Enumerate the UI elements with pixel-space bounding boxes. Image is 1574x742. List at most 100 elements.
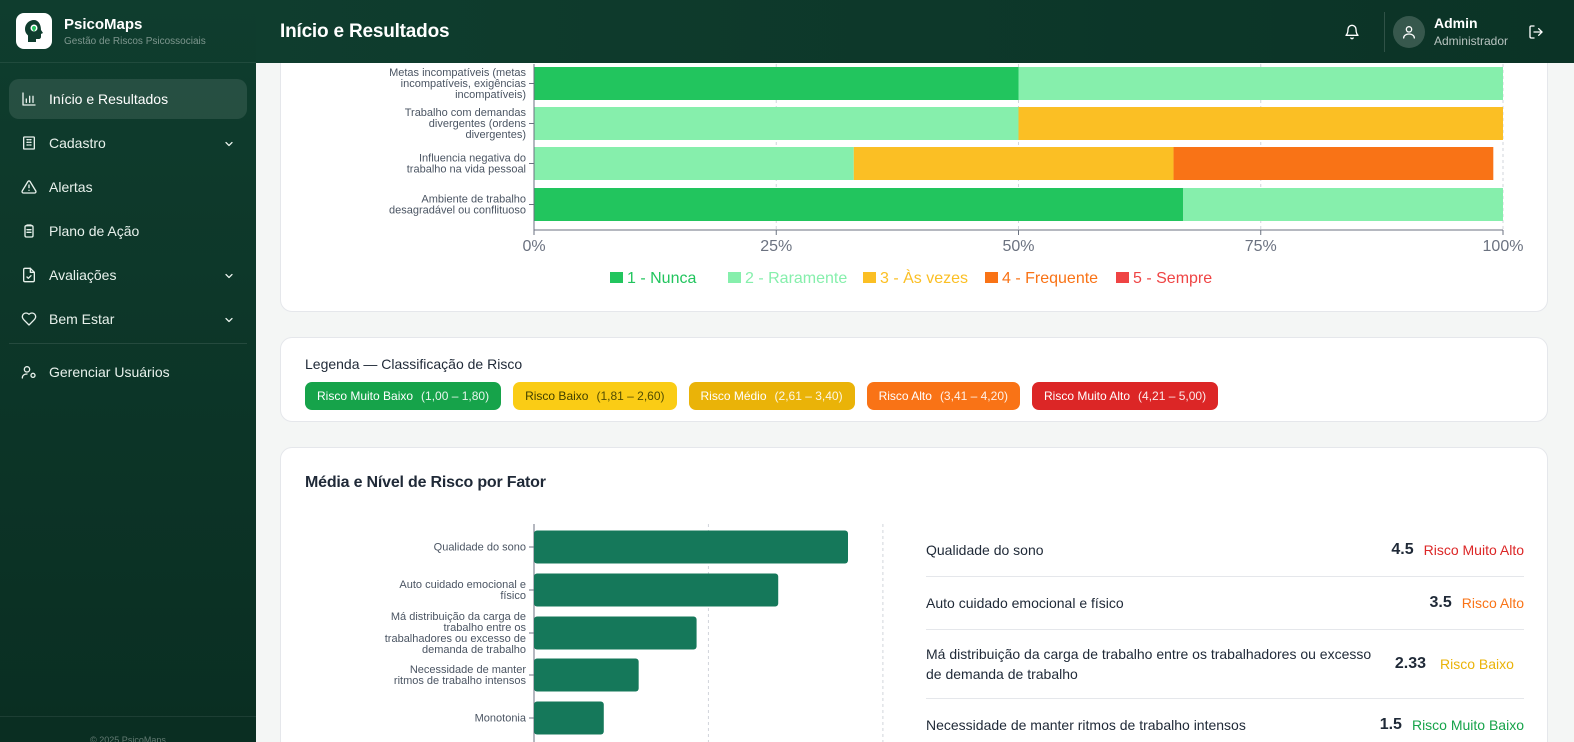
- factor-name: Auto cuidado emocional e físico: [926, 595, 1124, 611]
- chevron-down-icon[interactable]: [223, 269, 235, 281]
- psicomaps-logo: [16, 13, 52, 49]
- factor-risk-level: Risco Muito Alto: [1423, 542, 1524, 558]
- file-check-icon: [23, 267, 35, 283]
- risk-badge: Risco Médio (2,61 – 3,40): [688, 382, 855, 410]
- sidebar-footer: © 2025 PsicoMaps: [0, 716, 256, 742]
- category-label: Trabalho com demandas: [405, 107, 527, 119]
- sidebar-item-icon: [21, 135, 37, 151]
- factor-bar[interactable]: [534, 573, 779, 607]
- brand[interactable]: PsicoMaps Gestão de Riscos Psicossociais: [0, 0, 256, 63]
- stacked-bar-segment[interactable]: [1018, 107, 1504, 140]
- factor-ranking-row: Auto cuidado emocional e físico 3.5 Risco …: [926, 577, 1524, 630]
- sidebar-item-label: Cadastro: [49, 135, 106, 151]
- risk-badge-label: Risco Muito Baixo: [317, 389, 414, 403]
- factor-category-label: Má distribuição da carga de: [391, 611, 526, 623]
- factor-bar[interactable]: [534, 658, 639, 692]
- sidebar-item-icon: [21, 91, 37, 107]
- x-tick-label: 25%: [760, 238, 792, 255]
- risk-badge-range: (2,61 – 3,40): [774, 389, 843, 403]
- sidebar-item-icon: [21, 311, 37, 327]
- category-label: desagradável ou conflituoso: [389, 205, 526, 217]
- risk-badges: Risco Muito Baixo (1,00 – 1,80) Risco Baix…: [305, 382, 1230, 410]
- x-tick-label: 50%: [1002, 238, 1034, 255]
- stacked-bar-segment[interactable]: [534, 107, 1019, 140]
- stacked-bar-segment[interactable]: [1173, 147, 1494, 180]
- avatar: [1392, 15, 1425, 48]
- sidebar-item-avaliacoes[interactable]: Avaliações: [9, 255, 247, 295]
- risk-badge: Risco Muito Baixo (1,00 – 1,80): [305, 382, 502, 410]
- sidebar-item-bem-estar[interactable]: Bem Estar: [9, 299, 247, 339]
- stacked-bar-segment[interactable]: [1183, 188, 1503, 221]
- legend-item[interactable]: 1 - Nunca: [610, 270, 696, 287]
- building-icon: [23, 136, 35, 150]
- chevron-down-icon: [225, 317, 233, 323]
- factor-name: Necessidade de manter ritmos de trabalho…: [926, 717, 1246, 733]
- sidebar-item-icon: [21, 223, 37, 239]
- chevron-down-icon: [225, 273, 233, 279]
- main-content[interactable]: Metas incompatíveis (metas incompatíveis,…: [256, 63, 1574, 742]
- legend-item[interactable]: 4 - Frequente: [985, 270, 1098, 287]
- stacked-bar-segment[interactable]: [534, 188, 1184, 221]
- factor-average: 4.5: [1391, 541, 1414, 558]
- stacked-bar-segment[interactable]: [534, 67, 1019, 100]
- bar-chart-icon: [22, 92, 36, 106]
- sidebar-item-label: Gerenciar Usuários: [49, 364, 170, 380]
- category-label: incompatíveis, exigências: [401, 78, 527, 90]
- sidebar-item-icon: [21, 267, 37, 283]
- factor-bar[interactable]: [534, 701, 604, 735]
- risk-badge-label: Risco Alto: [878, 389, 932, 403]
- head-pin-icon: [25, 20, 43, 42]
- user-role: Administrador: [1433, 34, 1508, 48]
- factor-bar-chart: Qualidade do sono Auto cuidado emocional …: [385, 524, 884, 742]
- user-name: Admin: [1433, 15, 1478, 31]
- category-label: Influencia negativa do: [419, 153, 526, 165]
- stacked-bar-segment[interactable]: [534, 147, 854, 180]
- legend-label: 2 - Raramente: [745, 270, 847, 287]
- sidebar-item-plano-de-acao[interactable]: Plano de Ação: [9, 211, 247, 251]
- x-tick-label: 0%: [522, 238, 545, 255]
- legend-label: 5 - Sempre: [1133, 270, 1212, 287]
- risk-badge-range: (1,81 – 2,60): [596, 389, 665, 403]
- chart-legend: 1 - Nunca 2 - Raramente 3 - Às vezes 4 - Fr…: [610, 268, 1212, 287]
- factor-category-label: ritmos de trabalho intensos: [394, 675, 527, 687]
- sidebar-item-inicio-e-resultados[interactable]: Início e Resultados: [9, 79, 247, 119]
- factor-bar[interactable]: [534, 616, 697, 650]
- sidebar-item-gerenciar-usuarios[interactable]: Gerenciar Usuários: [9, 352, 247, 392]
- chevron-down-icon[interactable]: [223, 313, 235, 325]
- user-menu[interactable]: Admin Administrador: [1392, 15, 1508, 48]
- legend-item[interactable]: 2 - Raramente: [728, 270, 847, 287]
- factor-name: Má distribuição da carga de trabalho ent…: [926, 646, 1372, 682]
- sidebar-item-icon: [21, 179, 37, 195]
- heart-icon: [21, 312, 37, 326]
- user-icon: [1402, 25, 1415, 39]
- alert-triangle-icon: [21, 180, 37, 194]
- legend-label: 4 - Frequente: [1002, 270, 1098, 287]
- factor-risk-level: Risco Muito Baixo: [1411, 717, 1524, 733]
- logout-button[interactable]: [1522, 18, 1550, 46]
- factor-risk-level: Risco Baixo: [1440, 656, 1514, 672]
- user-cog-icon: [21, 366, 36, 379]
- sidebar-item-label: Alertas: [49, 179, 93, 195]
- sidebar-item-label: Avaliações: [49, 267, 117, 283]
- sidebar-item-alertas[interactable]: Alertas: [9, 167, 247, 207]
- factor-average: 2.33: [1394, 655, 1426, 672]
- app-name: PsicoMaps: [64, 15, 143, 33]
- stacked-bar-segment[interactable]: [1018, 67, 1504, 100]
- category-label: divergentes (ordens: [429, 118, 527, 130]
- chevron-down-icon[interactable]: [223, 137, 235, 149]
- factor-category-label: demanda de trabalho: [422, 644, 526, 656]
- legend-item[interactable]: 5 - Sempre: [1116, 270, 1212, 287]
- notifications-button[interactable]: [1334, 14, 1370, 50]
- risk-badge: Risco Alto (3,41 – 4,20): [866, 382, 1020, 410]
- stacked-bar-segment[interactable]: [853, 147, 1174, 180]
- factor-bar[interactable]: [534, 530, 848, 564]
- sidebar-item-cadastro[interactable]: Cadastro: [9, 123, 247, 163]
- factor-category-label: físico: [500, 590, 526, 602]
- page-title: Início e Resultados: [280, 20, 450, 42]
- sidebar: PsicoMaps Gestão de Riscos Psicossociais…: [0, 0, 256, 742]
- sidebar-item-label: Bem Estar: [49, 311, 115, 327]
- factor-ranking-row: Qualidade do sono 4.5 Risco Muito Alto: [926, 524, 1524, 577]
- factor-ranking-row: Má distribuição da carga de trabalho ent…: [926, 630, 1524, 699]
- legend-item[interactable]: 3 - Às vezes: [863, 268, 968, 287]
- category-label: incompatíveis): [455, 89, 526, 101]
